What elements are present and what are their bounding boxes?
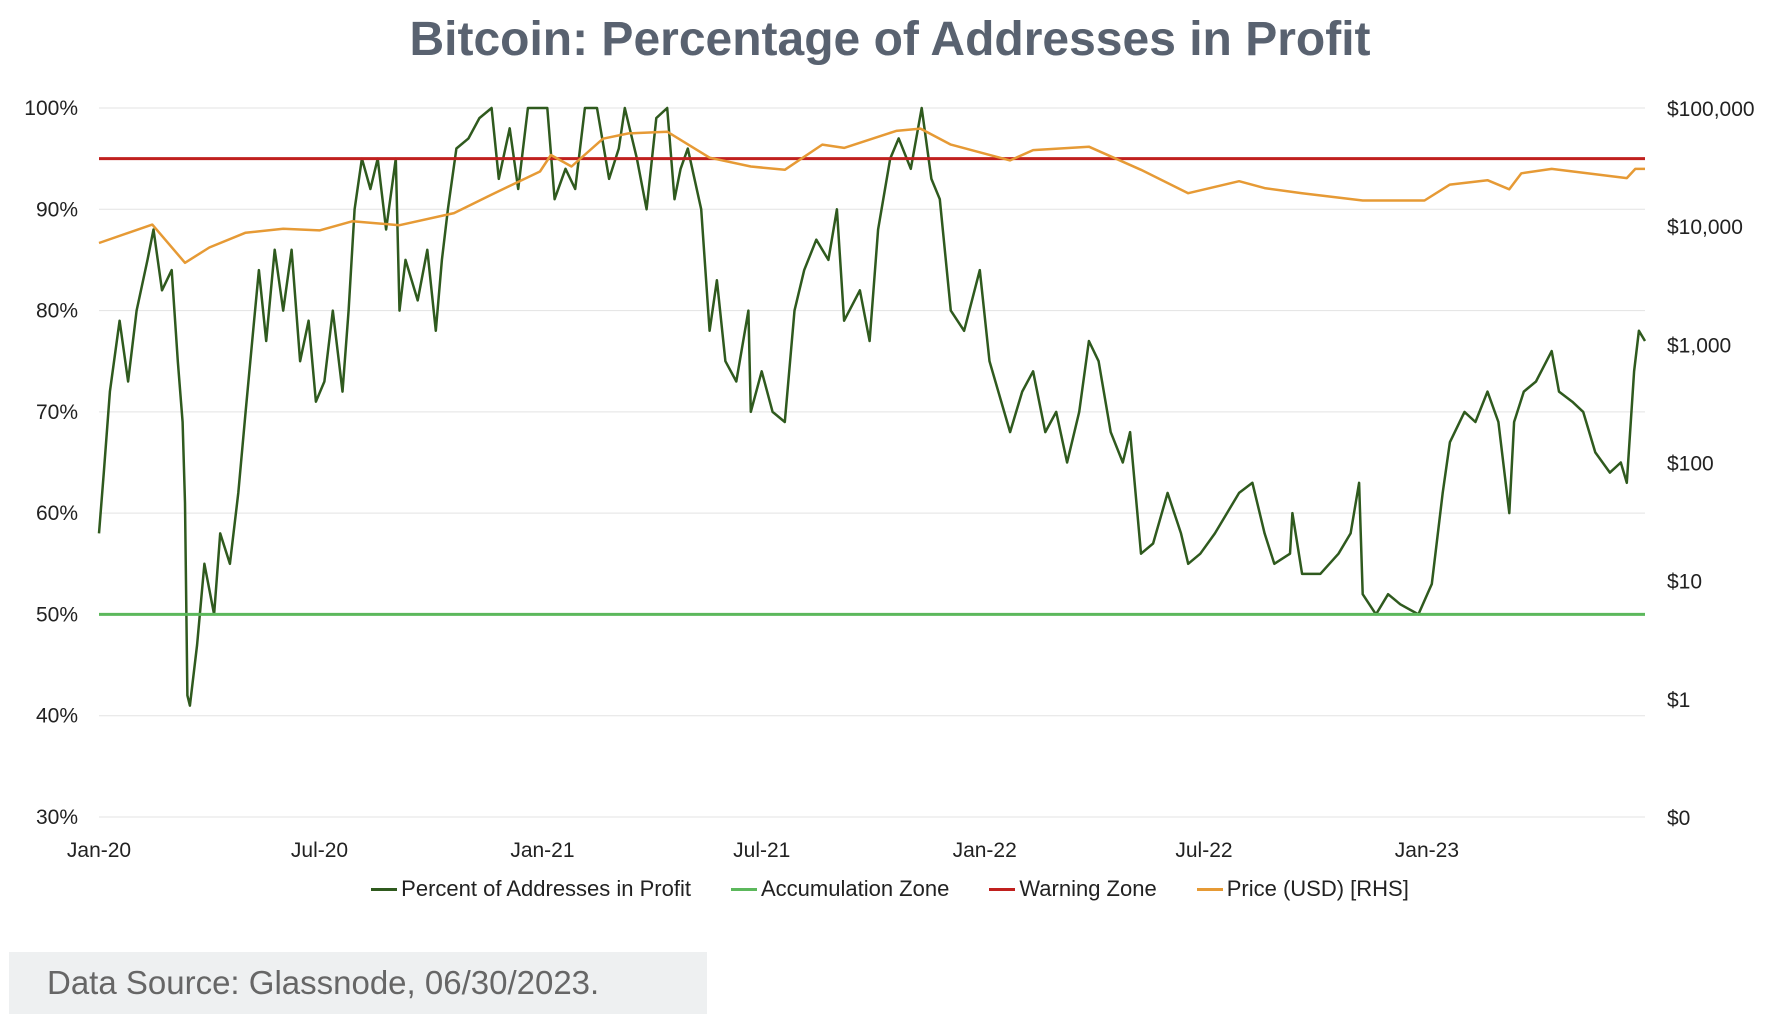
legend-label: Price (USD) [RHS] xyxy=(1226,876,1409,901)
right-axis-tick: $10 xyxy=(1667,571,1702,594)
legend-swatch xyxy=(1196,887,1223,891)
legend-item: Warning Zone xyxy=(989,876,1157,902)
right-axis-tick: $10,000 xyxy=(1667,216,1743,239)
left-axis-tick: 50% xyxy=(36,603,78,626)
right-axis-tick: $0 xyxy=(1667,807,1690,830)
left-axis-tick: 90% xyxy=(36,198,78,221)
left-axis-tick: 30% xyxy=(36,806,78,829)
left-axis-tick: 80% xyxy=(36,300,78,323)
left-axis-tick: 70% xyxy=(36,401,78,424)
series-line-percent-of-addresses-in-profit xyxy=(97,106,1647,707)
x-axis-tick: Jul-20 xyxy=(291,839,348,862)
left-axis-tick: 60% xyxy=(36,502,78,525)
x-axis-tick: Jul-22 xyxy=(1175,839,1232,862)
x-axis-tick: Jan-22 xyxy=(953,839,1017,862)
chart-title: Bitcoin: Percentage of Addresses in Prof… xyxy=(409,13,1371,66)
legend-item: Percent of Addresses in Profit xyxy=(371,876,691,902)
legend-swatch xyxy=(731,887,757,891)
legend-label: Accumulation Zone xyxy=(761,876,950,901)
legend-label: Warning Zone xyxy=(1019,876,1157,901)
legend-swatch xyxy=(989,887,1016,891)
legend-swatch xyxy=(371,887,398,891)
x-axis-tick: Jan-23 xyxy=(1395,839,1459,862)
right-axis-tick: $1,000 xyxy=(1667,334,1731,357)
right-axis-tick: $100,000 xyxy=(1667,98,1755,121)
legend-item: Price (USD) [RHS] xyxy=(1196,876,1409,902)
legend-item: Accumulation Zone xyxy=(731,876,949,902)
left-axis-tick: 100% xyxy=(24,97,78,120)
x-axis-tick: Jan-20 xyxy=(67,839,131,862)
right-axis-tick: $1 xyxy=(1667,689,1690,712)
legend: Percent of Addresses in Profit Accumulati… xyxy=(0,876,1780,902)
x-axis-tick: Jul-21 xyxy=(733,839,790,862)
right-axis-tick: $100 xyxy=(1667,453,1714,476)
left-axis-tick: 40% xyxy=(36,705,78,728)
legend-label: Percent of Addresses in Profit xyxy=(401,876,691,901)
data-source-note: Data Source: Glassnode, 06/30/2023. xyxy=(9,952,707,1014)
series-line-price-usd-rhs- xyxy=(98,127,1645,265)
x-axis-tick: Jan-21 xyxy=(510,839,574,862)
